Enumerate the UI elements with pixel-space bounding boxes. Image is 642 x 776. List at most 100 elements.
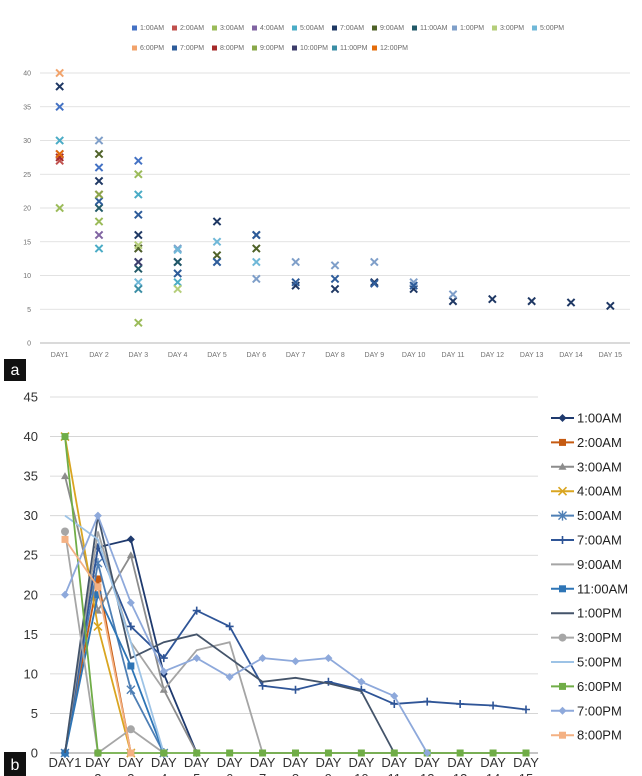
panel-b-x-tick-label-line2: 3 <box>127 771 134 776</box>
panel-b-point <box>291 685 300 694</box>
panel-a-legend-swatch <box>132 25 137 31</box>
panel-a-x-tick-label: DAY1 <box>51 352 69 359</box>
panel-b-y-ticks: 0 5 10 15 20 25 30 35 40 45 <box>24 390 38 761</box>
panel-a-point <box>94 136 104 145</box>
panel-a-legend-label: 6:00PM <box>140 45 164 52</box>
panel-a-series-10-00pm <box>134 257 143 267</box>
panel-a-x-tick-label: DAY 12 <box>481 352 505 359</box>
panel-a-legend-label: 9:00PM <box>260 45 284 52</box>
panel-b-x-tick-label-line1: DAY <box>480 755 506 770</box>
panel-b-y-tick-label: 30 <box>24 508 38 523</box>
panel-b-y-tick-label: 25 <box>24 548 38 563</box>
panel-a-point <box>448 296 458 306</box>
panel-b-x-tick-label-line2: 5 <box>193 771 200 776</box>
panel-b-series-line <box>64 531 165 755</box>
panel-a-legend-item-9-00am: 9:00AM <box>372 25 404 32</box>
panel-b-point <box>61 527 69 536</box>
panel-a-point <box>55 102 64 112</box>
panel-a-point <box>134 169 143 179</box>
panel-a-label-text: a <box>11 362 20 379</box>
panel-b-point <box>226 749 234 757</box>
panel-a-series-1-00pm <box>94 136 458 299</box>
panel-b-series-5-00pm <box>64 514 165 754</box>
panel-a-scatter-chart: 0 5 10 15 20 25 30 35 40 DAY1 DAY 2 DAY 3 DAY 4 DAY 5… <box>23 25 630 359</box>
panel-b-x-tick-label-line2: 8 <box>292 771 299 776</box>
panel-a-legend-label: 2:00AM <box>180 25 204 32</box>
panel-a-series-6-00pm <box>55 68 64 78</box>
panel-b-point <box>324 749 332 757</box>
panel-b-x-tick-label-line1: DAY <box>184 755 210 770</box>
panel-b-x-tick-label-line2: 9 <box>325 771 332 776</box>
panel-b-legend-item-7-00am: 7:00AM <box>551 533 622 548</box>
panel-b-point <box>489 701 498 710</box>
panel-a-legend-swatch <box>412 25 417 31</box>
panel-b-point <box>423 697 432 706</box>
panel-b-x-tick-label-line1: DAY <box>414 755 440 770</box>
panel-a-label-box <box>4 359 26 381</box>
panel-a-legend-item-7-00am: 7:00AM <box>332 25 364 32</box>
panel-b-point <box>357 749 365 757</box>
panel-a-legend-swatch <box>492 25 497 31</box>
panel-a-series-7-00pm <box>94 196 418 290</box>
panel-b-x-tick-label-line2: 15 <box>519 771 533 776</box>
panel-b-x-tick-label-line1: DAY <box>348 755 374 770</box>
panel-b-legend-marker <box>559 731 566 739</box>
panel-b-point <box>127 662 135 670</box>
panel-b-point <box>159 654 168 663</box>
panel-a-legend-label: 8:00PM <box>220 45 244 52</box>
panel-a-series-11-00pm <box>134 284 143 294</box>
panel-b-point <box>292 749 299 757</box>
panel-b-legend-label: 11:00AM <box>577 581 628 596</box>
panel-a-point <box>94 163 104 172</box>
panel-a-point <box>212 237 222 247</box>
panel-b-x-ticks: DAY1DAY2DAY3DAY4DAY5DAY6DAY7DAY8DAY9DAY1… <box>49 755 540 776</box>
panel-a-point <box>94 176 104 186</box>
panel-b-legend-item-3-00am: 3:00AM <box>551 459 622 474</box>
panel-a-legend-swatch <box>332 45 337 51</box>
panel-b-legend-item-1-00am: 1:00AM <box>551 411 622 426</box>
panel-b-y-tick-label: 10 <box>24 666 38 681</box>
panel-b-x-tick-label-line1: DAY <box>283 755 309 770</box>
panel-b-legend-label: 8:00PM <box>577 728 622 743</box>
panel-a-point <box>134 318 143 328</box>
panel-a-point <box>55 203 64 213</box>
panel-a-x-tick-label: DAY 11 <box>442 352 465 359</box>
panel-b-point <box>357 677 366 686</box>
panel-a-legend-swatch <box>212 25 217 31</box>
panel-b-series-9-00am <box>64 531 526 754</box>
panel-b-legend-marker <box>558 633 567 642</box>
panel-a-point <box>291 281 300 290</box>
panel-a-legend-label: 7:00PM <box>180 45 204 52</box>
panel-b-legend-marker <box>558 414 567 422</box>
panel-b-point <box>258 654 267 663</box>
panel-b-point <box>126 725 135 734</box>
panel-b-legend-item-11-00am: 11:00AM <box>551 581 628 596</box>
panel-a-y-tick-label: 15 <box>23 239 31 246</box>
panel-a-legend-item-11-00am: 11:00AM <box>412 25 448 32</box>
panel-a-point <box>134 230 143 240</box>
panel-a-legend-item-5-00am: 5:00AM <box>292 25 324 32</box>
panel-b-point <box>94 591 102 599</box>
panel-b-legend-marker <box>558 536 567 544</box>
panel-a-series-9-00am <box>94 149 261 260</box>
panel-a-point <box>134 244 143 253</box>
panel-a-series-1-00am <box>55 102 143 172</box>
panel-a-point <box>370 257 379 267</box>
panel-a-point <box>173 284 182 294</box>
panel-a-y-tick-label: 40 <box>23 71 31 78</box>
panel-a-point <box>55 68 64 78</box>
panel-b-legend-item-1-00pm: 1:00PM <box>551 606 622 621</box>
panel-b-point <box>259 749 267 757</box>
panel-b-point <box>94 749 102 757</box>
panel-a-legend-swatch <box>532 25 537 31</box>
panel-b-point <box>522 705 530 714</box>
panel-b-series-line <box>64 514 165 754</box>
panel-b-point <box>324 654 333 663</box>
panel-a-x-tick-label: DAY 14 <box>559 352 583 359</box>
panel-b-legend-label: 5:00PM <box>577 655 622 670</box>
panel-a-y-tick-label: 5 <box>27 307 31 314</box>
panel-a-legend-swatch <box>292 25 297 31</box>
